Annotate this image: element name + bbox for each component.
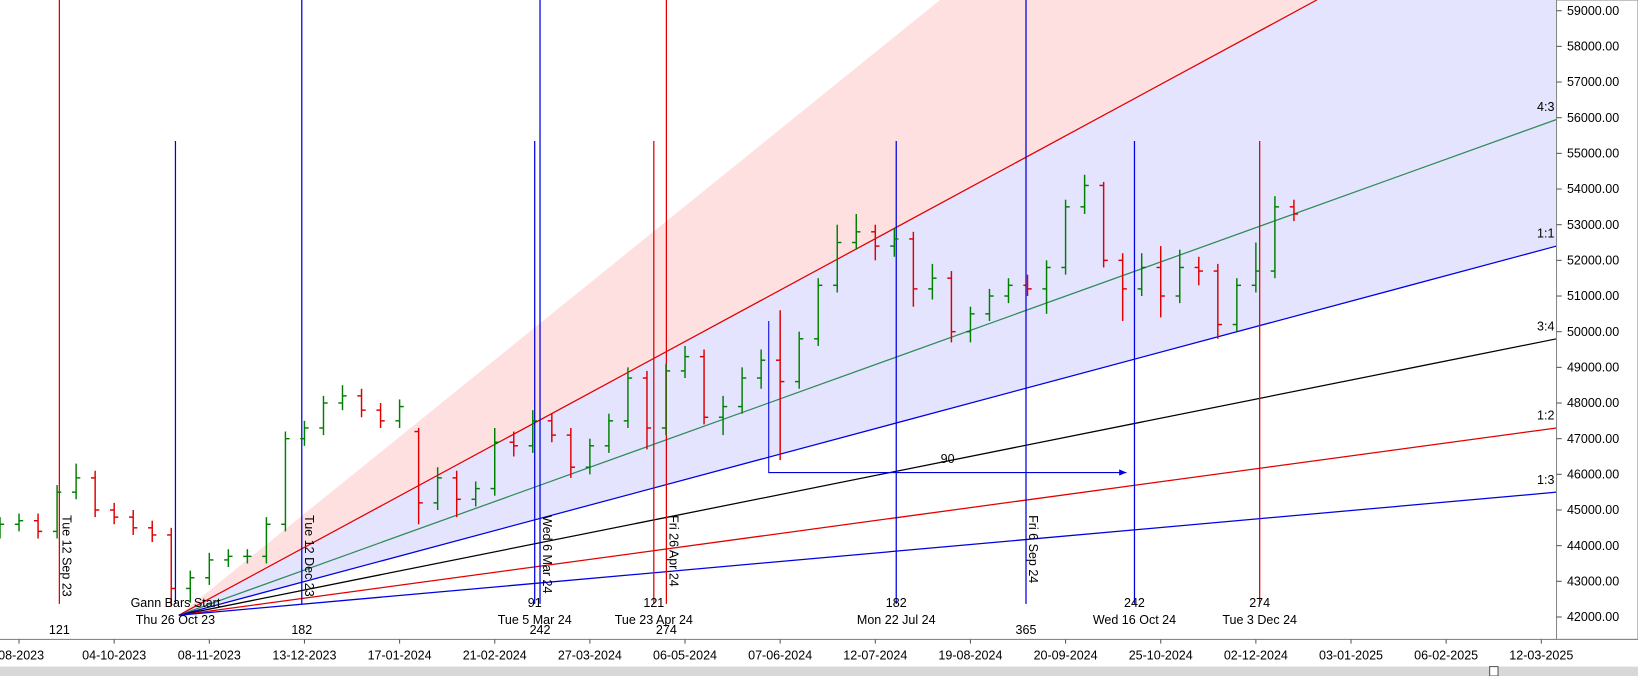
price-axis: [1555, 0, 1638, 640]
marker-date: Tue 23 Apr 24: [615, 613, 693, 627]
x-tick-label: 06-02-2025: [1414, 648, 1478, 662]
marker-date: Tue 3 Dec 24: [1222, 613, 1297, 627]
y-tick-label: 53000.00: [1567, 218, 1619, 232]
scrollbar[interactable]: [0, 666, 1638, 676]
marker-count: 182: [886, 596, 907, 610]
x-tick-label: 12-03-2025: [1509, 648, 1573, 662]
x-tick-label: 07-06-2024: [748, 648, 812, 662]
marker-count: 242: [530, 623, 551, 637]
x-tick-label: 21-02-2024: [463, 648, 527, 662]
y-tick-label: 47000.00: [1567, 432, 1619, 446]
fan-line: [178, 338, 1557, 616]
marker-count: 365: [1016, 623, 1037, 637]
marker-date: Fri 6 Sep 24: [1026, 515, 1040, 583]
fan-label: 3:4: [1537, 319, 1554, 333]
marker-count: Gann Bars Start: [131, 596, 221, 610]
marker-date: Thu 26 Oct 23: [136, 613, 215, 627]
scroll-thumb[interactable]: [1489, 666, 1499, 676]
x-tick-label: 25-10-2024: [1129, 648, 1193, 662]
x-tick-label: 13-12-2023: [272, 648, 336, 662]
fan-line: [178, 0, 1318, 616]
marker-count: 121: [49, 623, 70, 637]
marker-date: Tue 5 Mar 24: [498, 613, 572, 627]
x-tick-label: -08-2023: [0, 648, 44, 662]
axes: 42000.00 43000.00 44000.00 45000.00 46000.00…: [0, 4, 1619, 662]
y-tick-label: 51000.00: [1567, 289, 1619, 303]
y-tick-label: 56000.00: [1567, 111, 1619, 125]
y-tick-label: 44000.00: [1567, 539, 1619, 553]
y-tick-label: 52000.00: [1567, 254, 1619, 268]
marker-date: Tue 12 Dec 23: [302, 515, 316, 597]
marker-count: 274: [656, 623, 677, 637]
measure-label: 90: [941, 452, 955, 466]
fan-line: [178, 118, 1557, 616]
fan-zone-blue: [178, 0, 1557, 616]
x-tick-label: 27-03-2024: [558, 648, 622, 662]
x-tick-label: 08-11-2023: [178, 648, 241, 662]
y-tick-label: 42000.00: [1567, 610, 1619, 624]
fan-line: [178, 427, 1557, 616]
y-tick-label: 49000.00: [1567, 361, 1619, 375]
fan-label: 1:1: [1537, 227, 1554, 241]
marker-count: 91: [528, 596, 542, 610]
measure-line: [768, 320, 1127, 474]
y-tick-label: 55000.00: [1567, 147, 1619, 161]
marker-date: Wed 16 Oct 24: [1093, 613, 1176, 627]
marker-count: 121: [643, 596, 664, 610]
marker-count: 274: [1249, 596, 1270, 610]
x-tick-label: 06-05-2024: [653, 648, 717, 662]
marker-count: 182: [291, 623, 312, 637]
x-tick-label: 04-10-2023: [82, 648, 146, 662]
marker-date: Wed 6 Mar 24: [540, 515, 554, 593]
y-tick-label: 57000.00: [1567, 75, 1619, 89]
marker-date: Mon 22 Jul 24: [857, 613, 936, 627]
y-tick-label: 48000.00: [1567, 396, 1619, 410]
fan-label: 4:3: [1537, 100, 1554, 114]
y-tick-label: 50000.00: [1567, 325, 1619, 339]
fan-label: 1:2: [1537, 409, 1554, 423]
plot-area: [0, 0, 1557, 616]
x-tick-label: 20-09-2024: [1034, 648, 1098, 662]
x-tick-label: 17-01-2024: [368, 648, 432, 662]
x-tick-label: 19-08-2024: [938, 648, 1002, 662]
fan-label: 1:3: [1537, 473, 1554, 487]
y-tick-label: 46000.00: [1567, 468, 1619, 482]
x-tick-label: 03-01-2025: [1319, 648, 1383, 662]
y-tick-label: 43000.00: [1567, 575, 1619, 589]
marker-count: 242: [1124, 596, 1145, 610]
measure-arrowhead: [1119, 469, 1127, 476]
y-tick-label: 54000.00: [1567, 182, 1619, 196]
y-tick-label: 59000.00: [1567, 4, 1619, 18]
y-tick-label: 58000.00: [1567, 40, 1619, 54]
marker-date: Tue 12 Sep 23: [60, 515, 74, 597]
x-tick-label: 02-12-2024: [1224, 648, 1288, 662]
fan-line: [178, 245, 1557, 616]
fan-line: [178, 491, 1557, 616]
marker-date: Fri 26 Apr 24: [667, 515, 681, 587]
y-tick-label: 45000.00: [1567, 503, 1619, 517]
x-tick-label: 12-07-2024: [843, 648, 907, 662]
